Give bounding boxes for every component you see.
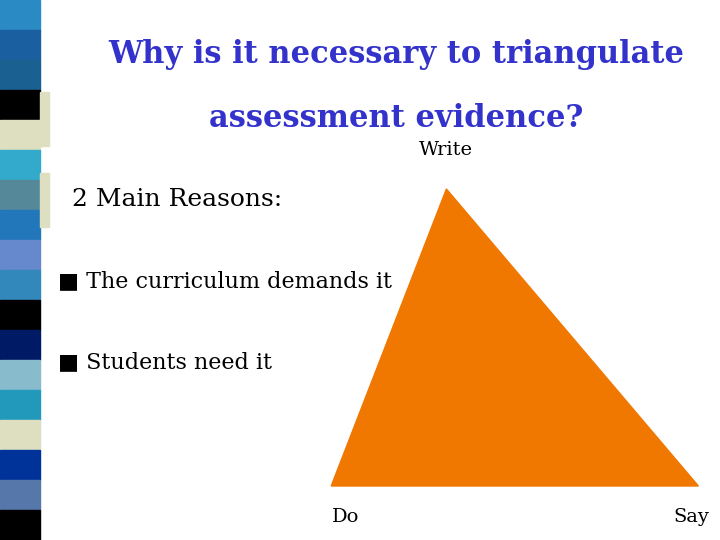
Bar xyxy=(0,360,40,390)
Bar xyxy=(0,90,40,120)
Bar xyxy=(0,510,40,540)
Bar xyxy=(40,173,49,227)
Bar xyxy=(0,0,40,30)
Bar xyxy=(0,210,40,240)
Bar xyxy=(0,420,40,450)
Text: Why is it necessary to triangulate: Why is it necessary to triangulate xyxy=(108,38,684,70)
Polygon shape xyxy=(331,189,698,486)
Bar xyxy=(0,390,40,420)
Bar xyxy=(0,330,40,360)
Text: assessment evidence?: assessment evidence? xyxy=(209,103,583,134)
Text: 2 Main Reasons:: 2 Main Reasons: xyxy=(72,188,282,211)
Text: Write: Write xyxy=(419,141,474,159)
Bar xyxy=(0,300,40,330)
Bar xyxy=(0,270,40,300)
Bar xyxy=(0,150,40,180)
Bar xyxy=(0,180,40,210)
Text: Say: Say xyxy=(673,508,709,525)
Text: Do: Do xyxy=(332,508,359,525)
Bar xyxy=(0,60,40,90)
Bar xyxy=(0,450,40,480)
Bar xyxy=(40,92,49,146)
Bar xyxy=(0,240,40,270)
Bar xyxy=(0,480,40,510)
Bar xyxy=(0,120,40,150)
Text: ■ The curriculum demands it: ■ The curriculum demands it xyxy=(58,270,392,292)
Bar xyxy=(0,30,40,60)
Text: ■ Students need it: ■ Students need it xyxy=(58,351,271,373)
